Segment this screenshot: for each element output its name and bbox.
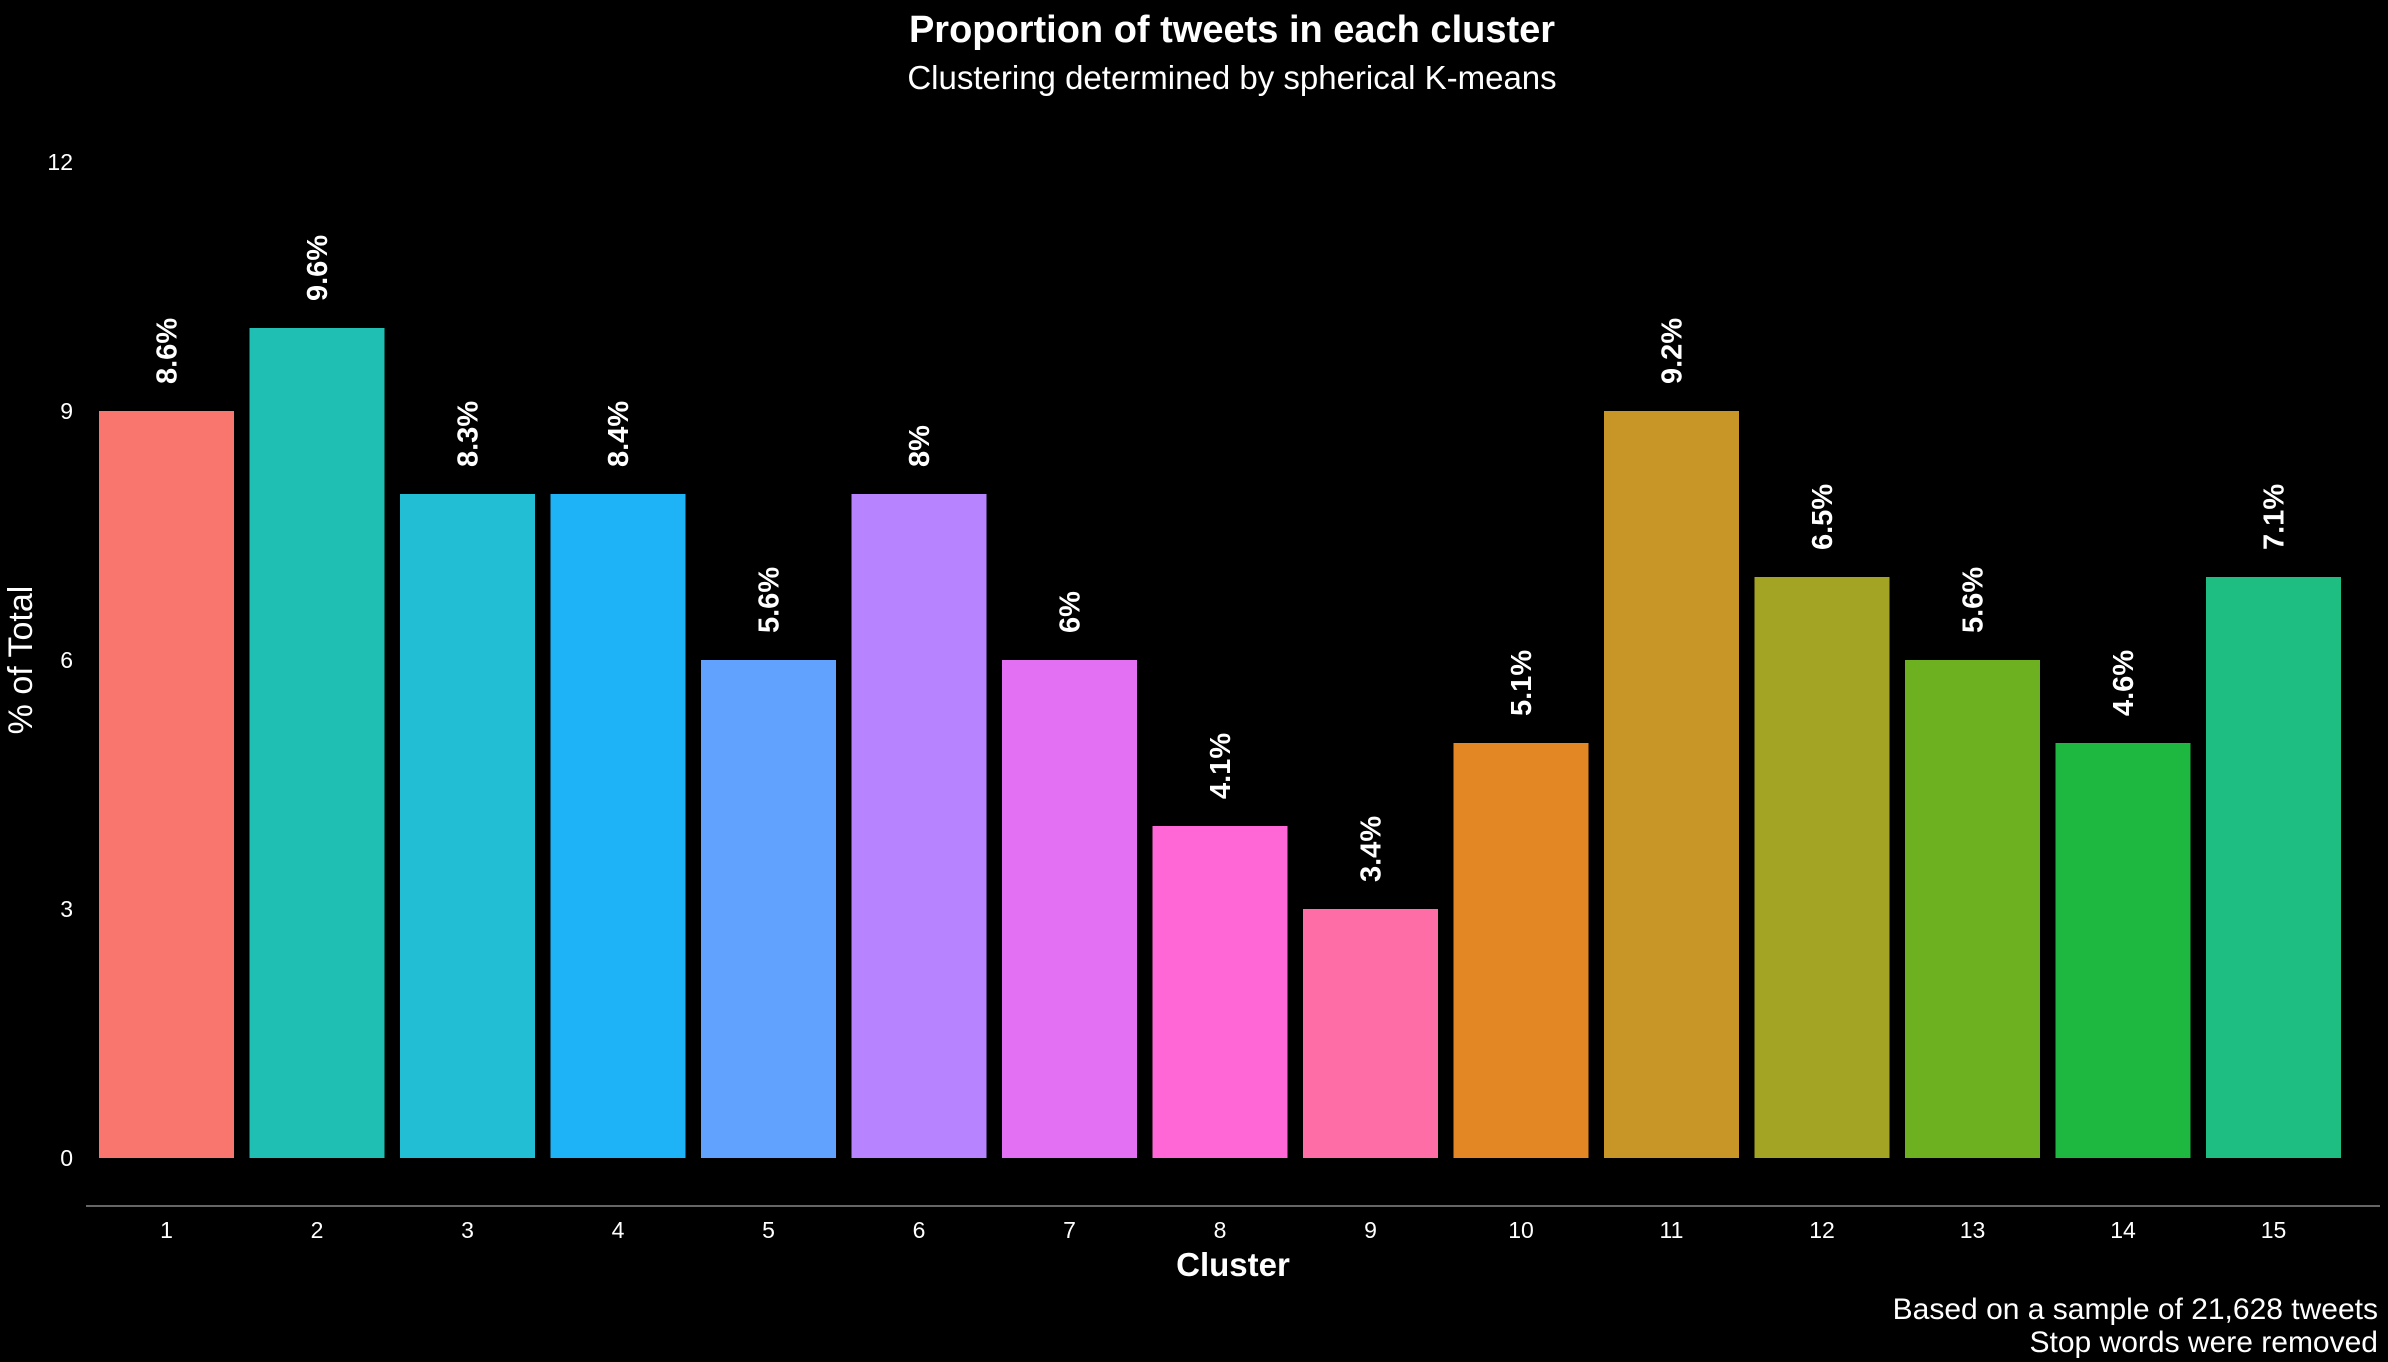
x-tick-label: 3 xyxy=(461,1217,474,1243)
bar xyxy=(2206,577,2341,1158)
data-label: 9.6% xyxy=(302,235,334,301)
bar xyxy=(1905,660,2040,1158)
bar xyxy=(2055,743,2191,1158)
data-label: 4.6% xyxy=(2108,650,2140,716)
data-label: 5.6% xyxy=(754,567,786,633)
y-tick-label: 9 xyxy=(60,398,73,424)
x-tick-label: 2 xyxy=(311,1217,324,1243)
data-label: 6% xyxy=(1055,591,1087,633)
bar xyxy=(701,660,836,1158)
bar xyxy=(1002,660,1137,1158)
y-axis-ticks: 0 3 6 9 12 xyxy=(47,149,73,1171)
bar xyxy=(1453,743,1589,1158)
chart-title: Proportion of tweets in each cluster xyxy=(909,9,1555,51)
bar xyxy=(249,328,385,1158)
y-tick-label: 6 xyxy=(60,647,73,673)
y-tick-label: 0 xyxy=(60,1145,73,1171)
y-tick-label: 3 xyxy=(60,896,73,922)
x-tick-label: 13 xyxy=(1960,1217,1986,1243)
data-label: 3.4% xyxy=(1356,816,1388,882)
data-labels-group: 8.6% 9.6% 8.3% 8.4% 5.6% 8% 6% 4.1% 3.4% 5.1% 9.2%… xyxy=(152,235,2291,882)
bar xyxy=(99,411,234,1158)
x-tick-label: 4 xyxy=(612,1217,625,1243)
x-tick-label: 5 xyxy=(762,1217,775,1243)
x-tick-label: 1 xyxy=(160,1217,173,1243)
x-tick-label: 6 xyxy=(913,1217,926,1243)
x-axis-ticks: 1 2 3 4 5 6 7 8 9 10 11 12 13 14 15 xyxy=(160,1217,2286,1243)
y-tick-label: 12 xyxy=(47,149,73,175)
data-label: 7.1% xyxy=(2259,484,2291,550)
bar xyxy=(1604,411,1739,1158)
data-label: 5.6% xyxy=(1958,567,1990,633)
bar xyxy=(400,494,535,1158)
x-tick-label: 14 xyxy=(2110,1217,2136,1243)
x-tick-label: 15 xyxy=(2261,1217,2287,1243)
bar xyxy=(1754,577,1890,1158)
x-tick-label: 7 xyxy=(1063,1217,1076,1243)
bar xyxy=(550,494,686,1158)
x-tick-label: 10 xyxy=(1508,1217,1534,1243)
bar xyxy=(1303,909,1438,1158)
x-tick-label: 12 xyxy=(1809,1217,1835,1243)
chart-subtitle: Clustering determined by spherical K-mea… xyxy=(907,59,1556,96)
data-label: 8.3% xyxy=(453,401,485,467)
x-tick-label: 9 xyxy=(1364,1217,1377,1243)
data-label: 5.1% xyxy=(1506,650,1538,716)
bars-group xyxy=(99,328,2341,1158)
data-label: 8.6% xyxy=(152,318,184,384)
y-axis-title: % of Total xyxy=(2,586,40,735)
x-tick-label: 11 xyxy=(1660,1217,1684,1243)
data-label: 8% xyxy=(904,425,936,467)
x-tick-label: 8 xyxy=(1214,1217,1227,1243)
caption-line-1: Based on a sample of 21,628 tweets xyxy=(1893,1293,2378,1326)
x-axis-title: Cluster xyxy=(1176,1246,1290,1283)
data-label: 8.4% xyxy=(603,401,635,467)
data-label: 9.2% xyxy=(1657,318,1689,384)
bar xyxy=(851,494,987,1158)
data-label: 4.1% xyxy=(1205,733,1237,799)
data-label: 6.5% xyxy=(1807,484,1839,550)
bar xyxy=(1152,826,1288,1158)
caption-line-2: Stop words were removed xyxy=(2030,1326,2379,1359)
